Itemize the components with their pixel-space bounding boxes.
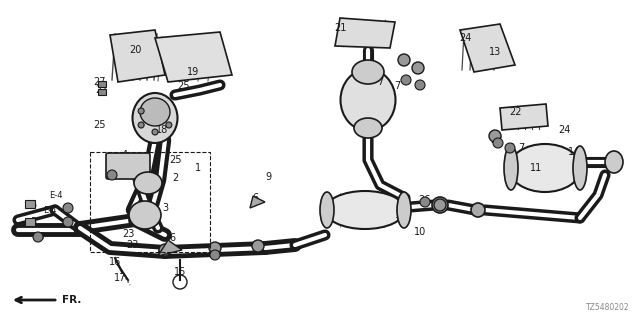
Polygon shape [460, 24, 515, 72]
Text: 5: 5 [30, 217, 36, 227]
Text: 28: 28 [490, 135, 502, 145]
Ellipse shape [509, 144, 581, 192]
Circle shape [252, 240, 264, 252]
Text: 26: 26 [418, 195, 430, 205]
Text: 5: 5 [30, 200, 36, 210]
Ellipse shape [140, 98, 170, 126]
Text: 9: 9 [265, 172, 271, 182]
Text: 6: 6 [252, 193, 258, 203]
Circle shape [173, 275, 187, 289]
Text: 14: 14 [568, 147, 580, 157]
Ellipse shape [340, 69, 396, 131]
Polygon shape [155, 32, 232, 82]
Text: TZ5480202: TZ5480202 [586, 303, 630, 312]
Text: 25: 25 [93, 120, 106, 130]
Circle shape [432, 197, 448, 213]
Circle shape [33, 232, 43, 242]
Polygon shape [500, 104, 548, 130]
Bar [98, 89, 106, 95]
Bar [90, 152, 210, 252]
Circle shape [401, 75, 411, 85]
Polygon shape [250, 196, 265, 208]
Text: E-4: E-4 [44, 205, 57, 214]
Text: 7: 7 [394, 81, 400, 91]
Circle shape [493, 138, 503, 148]
Ellipse shape [354, 118, 382, 138]
Text: 21: 21 [334, 23, 346, 33]
Ellipse shape [320, 192, 334, 228]
Text: 12: 12 [370, 123, 382, 133]
Ellipse shape [504, 146, 518, 190]
Text: 1: 1 [195, 163, 201, 173]
FancyBboxPatch shape [106, 153, 150, 179]
Polygon shape [335, 18, 395, 48]
Circle shape [505, 143, 515, 153]
Circle shape [420, 197, 430, 207]
Text: 28: 28 [362, 71, 374, 81]
Bar [25, 200, 35, 208]
Polygon shape [110, 30, 165, 82]
Text: 10: 10 [414, 227, 426, 237]
Ellipse shape [129, 201, 161, 229]
Text: 18: 18 [156, 125, 168, 135]
Circle shape [209, 242, 221, 254]
Text: 7: 7 [507, 143, 513, 153]
Text: 27: 27 [95, 85, 108, 95]
Circle shape [63, 203, 73, 213]
Ellipse shape [132, 93, 177, 143]
Bar [98, 81, 106, 87]
Circle shape [434, 199, 446, 211]
Circle shape [63, 217, 73, 227]
Polygon shape [158, 240, 182, 256]
Ellipse shape [573, 146, 587, 190]
Text: 20: 20 [129, 45, 141, 55]
Circle shape [471, 203, 485, 217]
Text: 22: 22 [509, 107, 522, 117]
Circle shape [415, 80, 425, 90]
Ellipse shape [605, 151, 623, 173]
Ellipse shape [134, 172, 162, 194]
Text: 6: 6 [169, 233, 175, 243]
Text: 7: 7 [377, 77, 383, 87]
Text: 10: 10 [395, 210, 407, 220]
Circle shape [166, 122, 172, 128]
Circle shape [107, 170, 117, 180]
Text: 15: 15 [174, 267, 186, 277]
Circle shape [138, 108, 144, 114]
Text: 16: 16 [109, 257, 121, 267]
Ellipse shape [397, 192, 411, 228]
Text: 26: 26 [32, 232, 44, 242]
Text: 11: 11 [530, 163, 542, 173]
Bar [25, 218, 35, 226]
Text: 4: 4 [122, 150, 128, 160]
Text: 13: 13 [489, 47, 501, 57]
Ellipse shape [352, 60, 384, 84]
Text: 26: 26 [209, 247, 221, 257]
Text: 17: 17 [114, 273, 126, 283]
Circle shape [210, 250, 220, 260]
Text: 27: 27 [93, 77, 106, 87]
Text: 8: 8 [107, 167, 113, 177]
Circle shape [159, 244, 171, 256]
Text: 24: 24 [459, 33, 471, 43]
Text: 25: 25 [178, 81, 190, 91]
Text: 23: 23 [126, 240, 138, 250]
Circle shape [138, 122, 144, 128]
Text: 3: 3 [162, 203, 168, 213]
Text: FR.: FR. [62, 295, 81, 305]
Circle shape [489, 130, 501, 142]
Circle shape [398, 54, 410, 66]
Circle shape [412, 62, 424, 74]
Text: 24: 24 [558, 125, 570, 135]
Ellipse shape [325, 191, 405, 229]
Text: 2: 2 [172, 173, 178, 183]
Text: 23: 23 [122, 229, 134, 239]
Text: 7: 7 [518, 143, 524, 153]
Text: 19: 19 [187, 67, 199, 77]
Text: 25: 25 [169, 155, 181, 165]
Circle shape [152, 129, 158, 135]
Text: E-4: E-4 [49, 190, 63, 199]
